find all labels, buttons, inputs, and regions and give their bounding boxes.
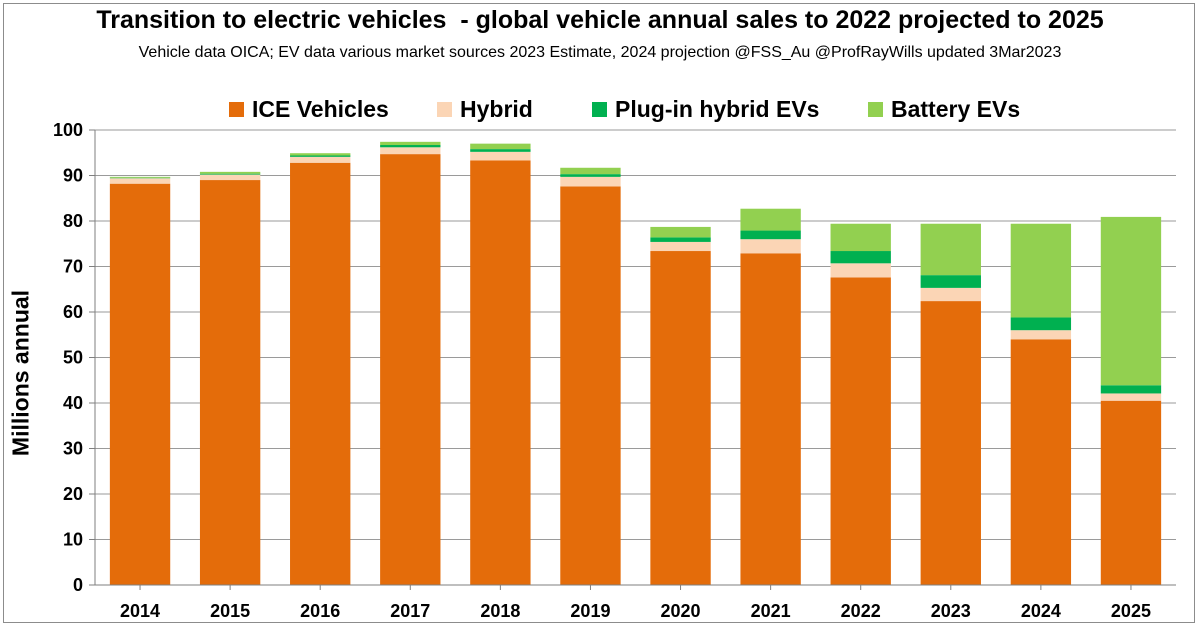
- bar-2023-ice-vehicles: [920, 301, 981, 585]
- y-tick-label-10: 10: [63, 530, 83, 550]
- x-tick-label-2016: 2016: [300, 601, 340, 621]
- y-tick-label-100: 100: [53, 120, 83, 140]
- legend-swatch-bev: [868, 101, 883, 117]
- bar-2024-battery-evs: [1010, 223, 1072, 318]
- bar-2018-ice-vehicles: [470, 160, 531, 586]
- legend-label-phev: Plug-in hybrid EVs: [615, 95, 820, 122]
- bar-2023-plug-in-hybrid-evs: [920, 275, 981, 288]
- bar-2016-ice-vehicles: [290, 162, 351, 585]
- bar-2015-plug-in-hybrid-evs: [199, 173, 261, 175]
- legend-label-bev: Battery EVs: [891, 95, 1021, 122]
- bar-2016-plug-in-hybrid-evs: [290, 155, 351, 157]
- x-tick-label-2021: 2021: [751, 601, 791, 621]
- x-tick-label-2024: 2024: [1021, 601, 1061, 621]
- bar-2020-hybrid: [650, 241, 711, 252]
- bar-2017-ice-vehicles: [380, 154, 441, 586]
- legend-label-ice: ICE Vehicles: [252, 95, 389, 122]
- bar-2015-hybrid: [199, 174, 261, 181]
- bar-2016-battery-evs: [290, 153, 351, 156]
- bar-2021-battery-evs: [740, 208, 801, 231]
- bar-2017-plug-in-hybrid-evs: [380, 145, 441, 148]
- bar-2019-hybrid: [560, 176, 621, 187]
- bar-2018-hybrid: [470, 151, 531, 161]
- bar-2025-hybrid: [1100, 393, 1162, 401]
- x-tick-label-2019: 2019: [570, 601, 610, 621]
- bar-2023-battery-evs: [920, 223, 981, 276]
- y-tick-label-20: 20: [63, 484, 83, 504]
- y-tick-label-80: 80: [63, 211, 83, 231]
- y-tick-label-60: 60: [63, 302, 83, 322]
- bar-2024-ice-vehicles: [1010, 339, 1072, 585]
- bar-2019-ice-vehicles: [560, 186, 621, 586]
- chart-title: Transition to electric vehicles - global…: [96, 6, 1104, 34]
- bar-2017-battery-evs: [380, 141, 441, 146]
- bar-2019-battery-evs: [560, 167, 621, 175]
- bar-2017-hybrid: [380, 147, 441, 155]
- bar-2022-battery-evs: [830, 223, 891, 252]
- y-tick-label-70: 70: [63, 257, 83, 277]
- bar-2014-ice-vehicles: [109, 183, 171, 585]
- y-tick-label-50: 50: [63, 348, 83, 368]
- x-tick-label-2020: 2020: [661, 601, 701, 621]
- chart-subtitle: Vehicle data OICA; EV data various marke…: [138, 44, 1062, 61]
- bar-2022-ice-vehicles: [830, 277, 891, 585]
- bar-2020-plug-in-hybrid-evs: [650, 237, 711, 242]
- x-tick-label-2014: 2014: [120, 601, 160, 621]
- bar-2020-ice-vehicles: [650, 251, 711, 585]
- x-tick-label-2018: 2018: [480, 601, 520, 621]
- legend-item-bev: Battery EVs: [868, 96, 1020, 122]
- y-tick-label-30: 30: [63, 439, 83, 459]
- legend: ICE Vehicles Hybrid Plug-in hybrid EVs B…: [0, 96, 1200, 122]
- x-tick-label-2017: 2017: [390, 601, 430, 621]
- bar-2015-ice-vehicles: [199, 180, 261, 586]
- legend-swatch-ice: [229, 101, 244, 117]
- bar-2022-plug-in-hybrid-evs: [830, 251, 891, 264]
- bar-2025-plug-in-hybrid-evs: [1100, 385, 1162, 394]
- legend-item-ice: ICE Vehicles: [229, 96, 389, 122]
- y-tick-label-40: 40: [63, 393, 83, 413]
- bar-2019-plug-in-hybrid-evs: [560, 174, 621, 177]
- x-tick-label-2015: 2015: [210, 601, 250, 621]
- bar-2018-battery-evs: [470, 143, 531, 150]
- x-tick-label-2025: 2025: [1111, 601, 1151, 621]
- legend-item-phev: Plug-in hybrid EVs: [592, 96, 819, 122]
- bar-2021-ice-vehicles: [740, 253, 801, 585]
- bar-2024-plug-in-hybrid-evs: [1010, 317, 1072, 331]
- bar-2022-hybrid: [830, 263, 891, 278]
- x-tick-label-2023: 2023: [931, 601, 971, 621]
- y-tick-label-0: 0: [73, 575, 83, 595]
- bar-2016-hybrid: [290, 156, 351, 163]
- bar-2025-ice-vehicles: [1100, 400, 1162, 585]
- y-tick-label-90: 90: [63, 166, 83, 186]
- bar-2015-battery-evs: [199, 171, 261, 174]
- bar-2023-hybrid: [920, 287, 981, 302]
- legend-swatch-phev: [592, 101, 607, 117]
- bar-2021-hybrid: [740, 239, 801, 254]
- bar-2014-hybrid: [109, 178, 171, 184]
- bar-2018-plug-in-hybrid-evs: [470, 149, 531, 152]
- legend-label-hybrid: Hybrid: [460, 95, 533, 122]
- bar-2014-battery-evs: [109, 176, 171, 178]
- bar-2025-battery-evs: [1100, 216, 1162, 386]
- bar-2024-hybrid: [1010, 330, 1072, 340]
- legend-swatch-hybrid: [437, 101, 452, 117]
- bar-2020-battery-evs: [650, 226, 711, 238]
- x-tick-label-2022: 2022: [841, 601, 881, 621]
- bar-2021-plug-in-hybrid-evs: [740, 230, 801, 240]
- legend-item-hybrid: Hybrid: [437, 96, 533, 122]
